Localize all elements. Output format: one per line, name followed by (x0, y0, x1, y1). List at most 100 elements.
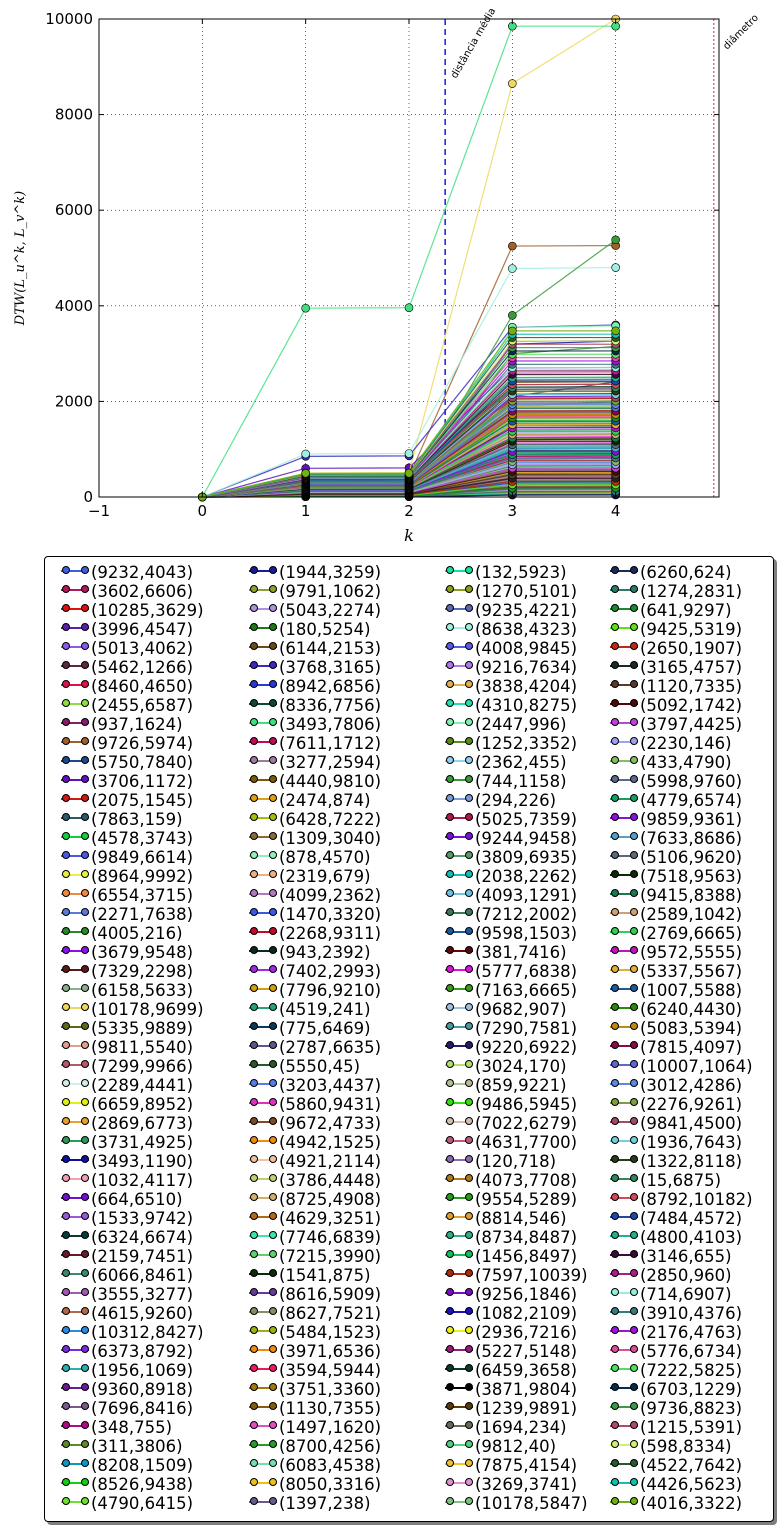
legend-marker (611, 1497, 619, 1505)
legend-marker (611, 1421, 619, 1429)
legend-label: (3594,5944) (279, 1361, 382, 1380)
legend-marker (630, 908, 638, 916)
legend-marker (269, 1402, 277, 1410)
legend-marker (250, 756, 258, 764)
legend-marker (62, 1041, 70, 1049)
legend-marker (611, 1136, 619, 1144)
legend-marker (611, 642, 619, 650)
legend-marker (465, 661, 473, 669)
legend-marker (269, 1288, 277, 1296)
legend-label: (664,6510) (91, 1190, 183, 1209)
legend-label: (3996,4547) (91, 620, 194, 639)
x-axis-label: k (404, 526, 414, 545)
legend-marker (630, 965, 638, 973)
legend-marker (269, 1041, 277, 1049)
legend-label: (5776,6734) (640, 1342, 743, 1361)
legend-label: (4016,3322) (640, 1494, 743, 1513)
legend-marker (611, 1478, 619, 1486)
y-tick-label: 2000 (55, 392, 93, 410)
legend-marker (611, 889, 619, 897)
x-tick-label: 1 (301, 502, 311, 520)
legend-label: (2176,4763) (640, 1323, 743, 1342)
legend-marker (611, 1193, 619, 1201)
legend-label: (7611,1712) (279, 734, 382, 753)
legend-label: (4790,6415) (91, 1494, 194, 1513)
legend-label: (3555,3277) (91, 1285, 194, 1304)
legend-marker (250, 1079, 258, 1087)
data-point (508, 311, 517, 320)
legend-label: (8460,4650) (91, 677, 194, 696)
legend-label: (4800,4103) (640, 1228, 743, 1247)
legend-label: (7875,4154) (475, 1456, 578, 1475)
legend-marker (269, 737, 277, 745)
legend-marker (611, 699, 619, 707)
legend-marker (446, 1497, 454, 1505)
legend-label: (3602,6606) (91, 582, 194, 601)
legend-marker (446, 1098, 454, 1106)
legend-label: (7222,5825) (640, 1361, 743, 1380)
legend-label: (4440,9810) (279, 772, 382, 791)
legend-marker (465, 585, 473, 593)
legend-label: (3277,2594) (279, 753, 382, 772)
legend-marker (62, 1402, 70, 1410)
legend-marker (269, 1212, 277, 1220)
legend-label: (1007,5588) (640, 981, 743, 1000)
legend-marker (630, 813, 638, 821)
legend-marker (465, 1440, 473, 1448)
legend-marker (630, 1079, 638, 1087)
legend-marker (250, 1003, 258, 1011)
y-tick-label: 8000 (55, 106, 93, 124)
legend-label: (7290,7581) (475, 1019, 578, 1038)
legend-marker (269, 889, 277, 897)
data-point (404, 303, 414, 313)
legend-label: (2869,6773) (91, 1114, 194, 1133)
legend-label: (6659,8952) (91, 1095, 194, 1114)
legend-marker (269, 1497, 277, 1505)
legend-marker (269, 908, 277, 916)
legend-label: (8792,10182) (640, 1190, 753, 1209)
legend-marker (446, 1022, 454, 1030)
legend-marker (62, 775, 70, 783)
legend-label: (5462,1266) (91, 658, 194, 677)
legend-marker (446, 813, 454, 821)
legend-marker (269, 1193, 277, 1201)
legend-marker (250, 1459, 258, 1467)
legend-marker (250, 1307, 258, 1315)
legend-marker (269, 927, 277, 935)
legend-label: (15,6875) (640, 1171, 722, 1190)
legend-label: (6459,3658) (475, 1361, 578, 1380)
legend-marker (630, 642, 638, 650)
legend-label: (132,5923) (475, 563, 567, 582)
legend-marker (81, 1193, 89, 1201)
legend-marker (269, 1364, 277, 1372)
legend-marker (611, 1098, 619, 1106)
legend-marker (81, 642, 89, 650)
legend-marker (269, 680, 277, 688)
legend-marker (465, 1212, 473, 1220)
legend-label: (8725,4908) (279, 1190, 382, 1209)
legend-marker (446, 1421, 454, 1429)
legend-label: (7163,6665) (475, 981, 578, 1000)
y-tick-label: 6000 (55, 201, 93, 219)
legend-marker (269, 1003, 277, 1011)
legend-marker (630, 1402, 638, 1410)
legend-marker (465, 1288, 473, 1296)
legend-label: (8734,8487) (475, 1228, 578, 1247)
legend-marker (630, 1041, 638, 1049)
legend-label: (10312,8427) (91, 1323, 204, 1342)
legend-label: (9415,8388) (640, 886, 743, 905)
legend-label: (2447,996) (475, 715, 567, 734)
legend-marker (611, 1174, 619, 1182)
legend-marker (81, 1041, 89, 1049)
legend-marker (446, 1003, 454, 1011)
legend-marker (465, 1421, 473, 1429)
legend-marker (446, 642, 454, 650)
legend-marker (81, 775, 89, 783)
legend-marker (250, 984, 258, 992)
legend-marker (269, 1060, 277, 1068)
legend-marker (630, 737, 638, 745)
legend-marker (250, 1364, 258, 1372)
legend-marker (446, 1212, 454, 1220)
legend-marker (62, 1383, 70, 1391)
legend-label: (9811,5540) (91, 1038, 194, 1057)
